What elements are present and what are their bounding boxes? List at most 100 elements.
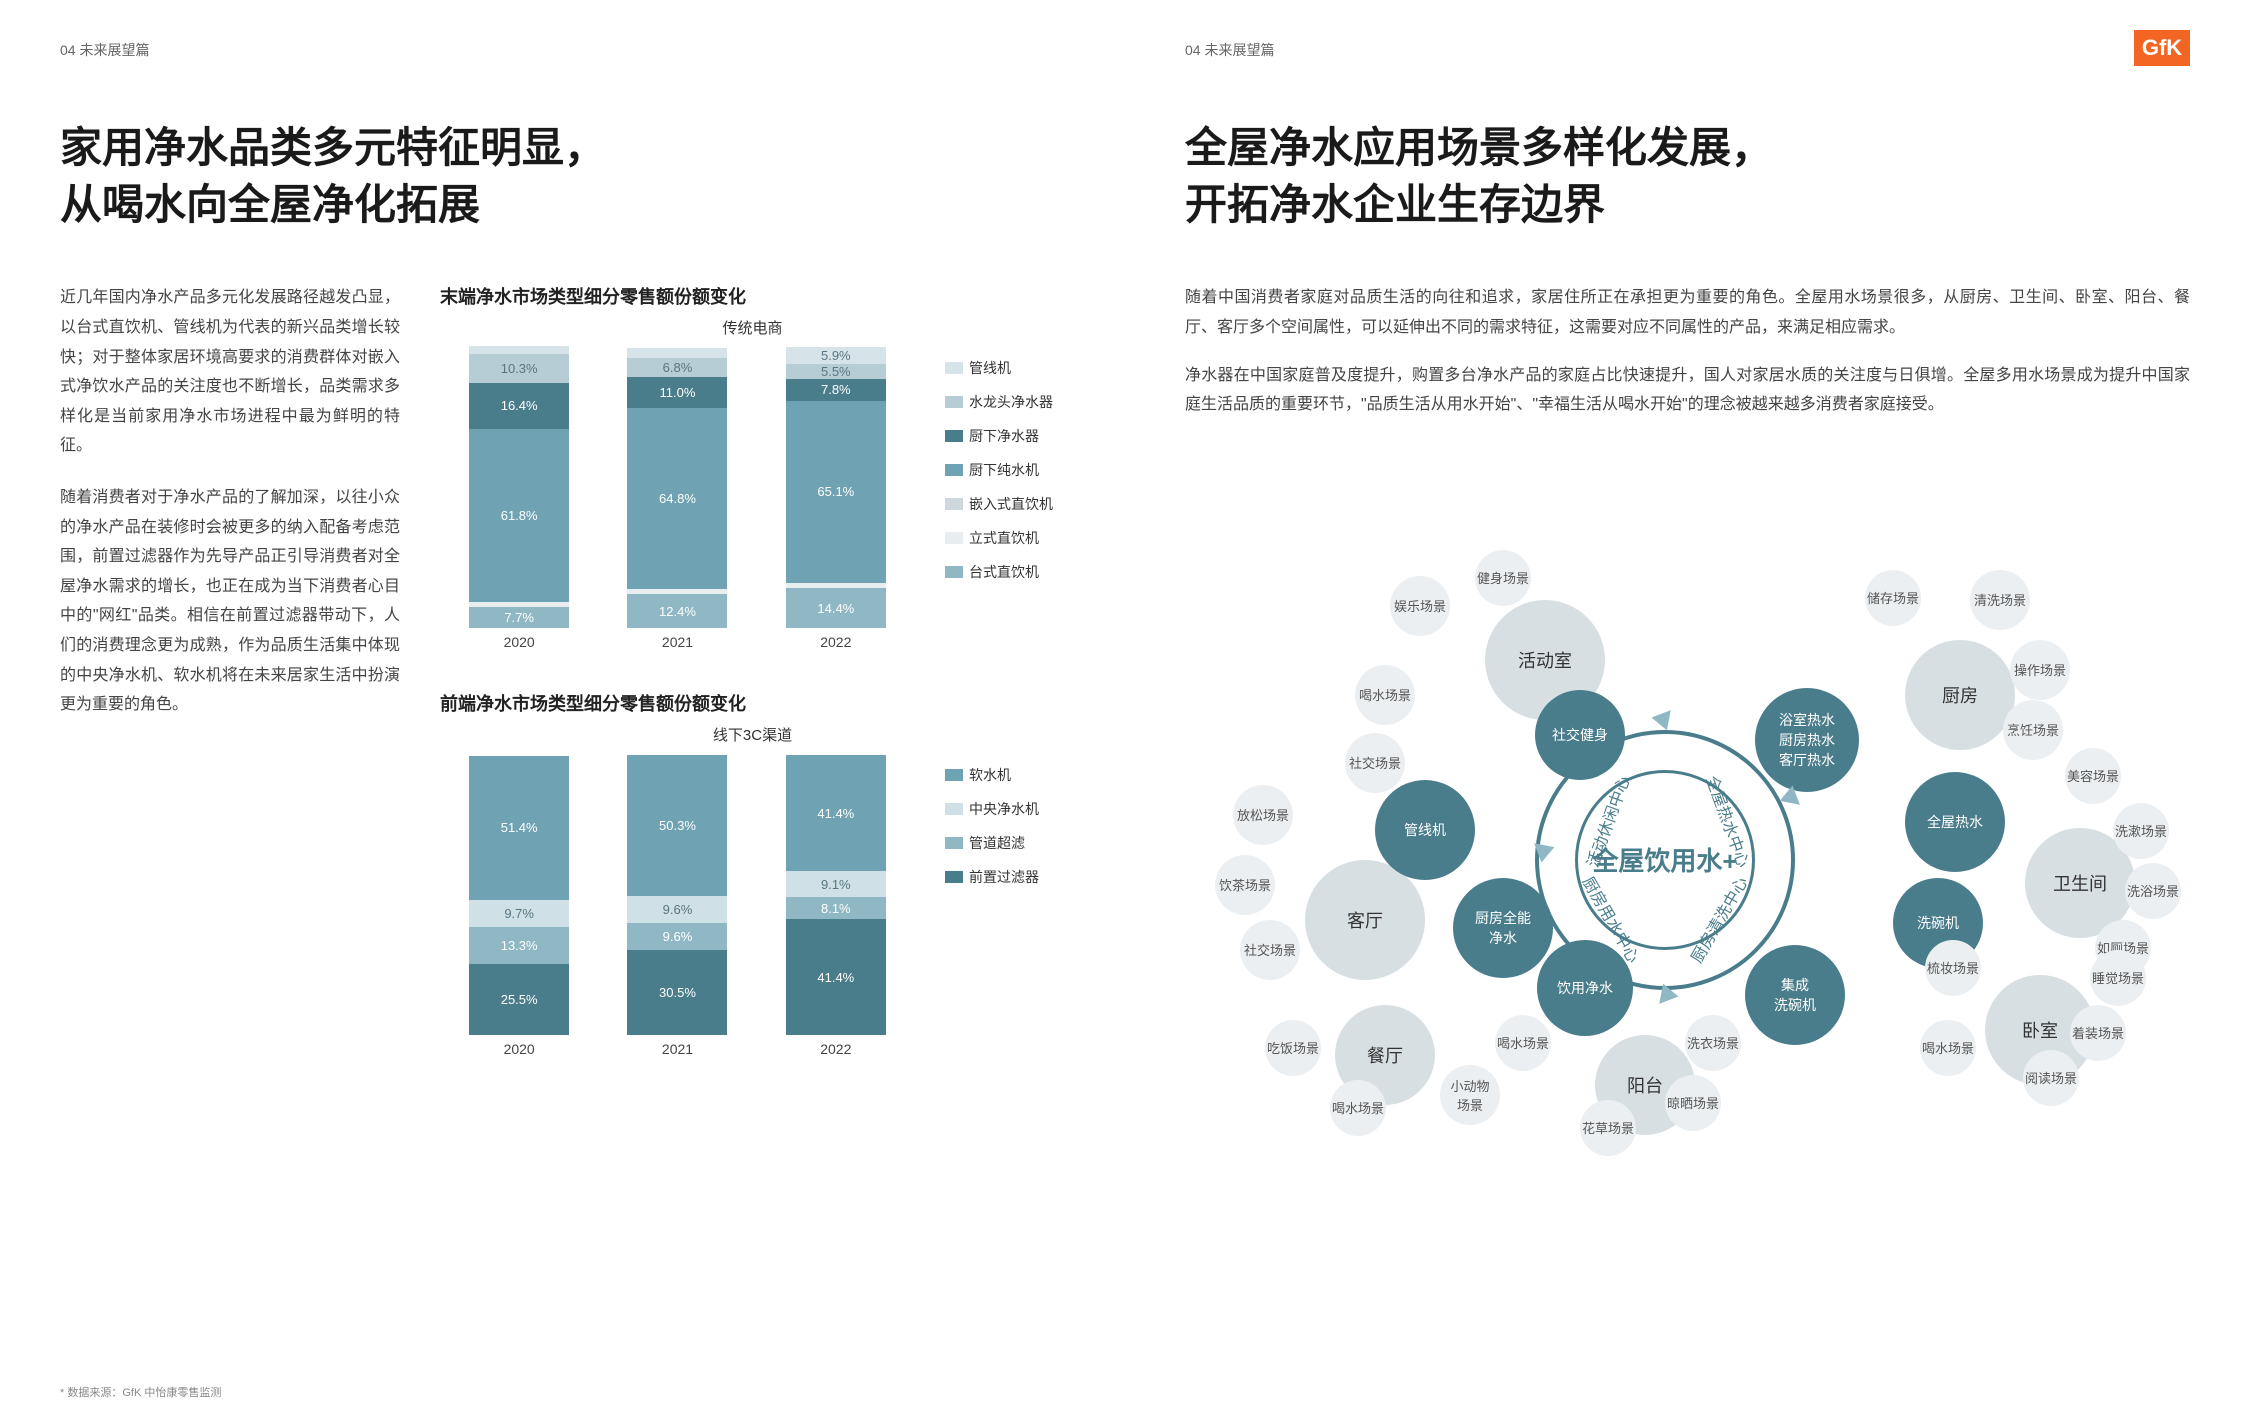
stacked-bars: 7.7%61.8%16.4%10.3%12.4%64.8%11.0%6.8%14… [440,348,915,628]
legend-label: 嵌入式直饮机 [969,494,1053,514]
legend-item: 管线机 [945,358,1065,378]
legend-item: 台式直饮机 [945,562,1065,582]
legend-label: 管线机 [969,358,1011,378]
breadcrumb: 04 未来展望篇 [1185,40,2190,60]
scene-bubble: 社交场景 [1345,733,1405,793]
bar-segment: 13.3% [469,927,569,964]
chart-legend: 管线机水龙头净水器厨下净水器厨下纯水机嵌入式直饮机立式直饮机台式直饮机 [945,348,1065,650]
scene-bubble: 烹饪场景 [2003,700,2063,760]
footnote: * 数据来源：GfK 中怡康零售监测 [60,1384,221,1400]
scene-bubble: 吃饭场景 [1265,1020,1321,1076]
chart-subtitle: 线下3C渠道 [440,724,1065,745]
bar: 7.7%61.8%16.4%10.3% [469,346,569,629]
scene-bubble: 喝水场景 [1355,665,1415,725]
bar-segment: 5.5% [786,364,886,379]
scene-bubble: 小动物 场景 [1440,1065,1500,1125]
legend-label: 软水机 [969,765,1011,785]
bar-segment: 9.1% [786,871,886,896]
body-text: 随着中国消费者家庭对品质生活的向往和追求，家居住所正在承担更为重要的角色。全屋用… [1185,283,2190,419]
bar: 14.4%65.1%7.8%5.5%5.9% [786,347,886,628]
legend-item: 前置过滤器 [945,867,1065,887]
scene-bubble: 洗衣场景 [1685,1015,1741,1071]
bar-segment: 51.4% [469,756,569,900]
body-text-column: 近几年国内净水产品多元化发展路径越发凸显，以台式直饮机、管线机为代表的新兴品类增… [60,283,400,1057]
scene-bubble: 喝水场景 [1330,1080,1386,1136]
legend-swatch [945,532,963,544]
page-left: 04 未来展望篇 家用净水品类多元特征明显， 从喝水向全屋净化拓展 近几年国内净… [0,0,1125,1418]
bar-segment: 7.8% [786,379,886,401]
two-column-layout: 近几年国内净水产品多元化发展路径越发凸显，以台式直饮机、管线机为代表的新兴品类增… [60,283,1065,1057]
scene-bubble: 阅读场景 [2023,1050,2079,1106]
legend-swatch [945,871,963,883]
bar-segment: 9.6% [627,896,727,923]
bar: 41.4%8.1%9.1%41.4% [786,755,886,1035]
bar: 30.5%9.6%9.6%50.3% [627,755,727,1035]
chart-wrap: 25.5%13.3%9.7%51.4% 30.5%9.6%9.6%50.3% 41.… [440,755,1065,1057]
function-bubble: 集成 洗碗机 [1745,945,1845,1045]
function-bubble: 厨房全能 净水 [1453,878,1553,978]
scene-bubble: 睡觉场景 [2090,950,2146,1006]
bar-segment: 64.8% [627,408,727,589]
legend-swatch [945,837,963,849]
legend-swatch [945,498,963,510]
bar-segment: 9.6% [627,923,727,950]
legend-item: 嵌入式直饮机 [945,494,1065,514]
legend-label: 水龙头净水器 [969,392,1053,412]
paragraph: 随着消费者对于净水产品的了解加深，以往小众的净水产品在装修时会被更多的纳入配备考… [60,483,400,720]
bar-segment: 7.7% [469,607,569,629]
scene-bubble: 喝水场景 [1920,1020,1976,1076]
year-label: 2022 [820,634,851,650]
stacked-bars: 25.5%13.3%9.7%51.4% 30.5%9.6%9.6%50.3% 41.… [440,755,915,1035]
legend-label: 厨下净水器 [969,426,1039,446]
chart-1: 末端净水市场类型细分零售额份额变化 传统电商 7.7%61.8%16.4%10.… [440,283,1065,650]
bar-segment: 12.4% [627,594,727,629]
center-label: 全屋饮用水+ [1592,841,1737,878]
legend-swatch [945,803,963,815]
bar-segment: 61.8% [469,429,569,602]
function-bubble: 浴室热水 厨房热水 客厅热水 [1755,688,1859,792]
function-bubble: 社交健身 [1535,690,1625,780]
chart-2: 前端净水市场类型细分零售额份额变化 线下3C渠道 25.5%13.3%9.7%5… [440,690,1065,1057]
year-label: 2022 [820,1041,851,1057]
scene-bubble: 社交场景 [1240,920,1300,980]
page-title-left: 家用净水品类多元特征明显， 从喝水向全屋净化拓展 [60,120,1065,233]
legend-swatch [945,362,963,374]
scene-bubble: 储存场景 [1865,570,1921,626]
year-label: 2020 [504,634,535,650]
legend-item: 厨下纯水机 [945,460,1065,480]
chart-title: 前端净水市场类型细分零售额份额变化 [440,690,1065,716]
room-bubble: 客厅 [1305,860,1425,980]
bar-segment: 9.7% [469,900,569,927]
legend-item: 中央净水机 [945,799,1065,819]
legend-item: 管道超滤 [945,833,1065,853]
scene-bubble: 喝水场景 [1495,1015,1551,1071]
scene-bubble: 放松场景 [1233,785,1293,845]
bar-segment: 25.5% [469,964,569,1035]
legend-item: 立式直饮机 [945,528,1065,548]
legend-swatch [945,769,963,781]
scene-bubble: 娱乐场景 [1390,576,1450,636]
scene-bubble: 操作场景 [2010,640,2070,700]
paragraph: 近几年国内净水产品多元化发展路径越发凸显，以台式直饮机、管线机为代表的新兴品类增… [60,283,400,461]
chart-area: 7.7%61.8%16.4%10.3%12.4%64.8%11.0%6.8%14… [440,348,915,650]
legend-item: 软水机 [945,765,1065,785]
chart-area: 25.5%13.3%9.7%51.4% 30.5%9.6%9.6%50.3% 41.… [440,755,915,1057]
bubble-diagram: 全屋饮用水+ 活动休闲中心 全屋热水中心 厨房清洗中心 厨房用水中心 活动室厨房… [1185,440,2185,1200]
scene-bubble: 健身场景 [1475,550,1531,606]
year-label: 2020 [504,1041,535,1057]
scene-bubble: 饮茶场景 [1215,855,1275,915]
charts-column: 末端净水市场类型细分零售额份额变化 传统电商 7.7%61.8%16.4%10.… [440,283,1065,1057]
scene-bubble: 美容场景 [2065,748,2121,804]
bar-segment: 6.8% [627,358,727,377]
scene-bubble: 洗浴场景 [2125,863,2181,919]
paragraph: 净水器在中国家庭普及度提升，购置多台净水产品的家庭占比快速提升，国人对家居水质的… [1185,361,2190,420]
bar-segment: 41.4% [786,755,886,871]
bar-segment [469,346,569,354]
chart-title: 末端净水市场类型细分零售额份额变化 [440,283,1065,309]
bar-segment: 11.0% [627,377,727,408]
legend-swatch [945,430,963,442]
scene-bubble: 晾晒场景 [1665,1075,1721,1131]
legend-label: 中央净水机 [969,799,1039,819]
year-axis: 202020212022 [440,1041,915,1057]
bar-segment [627,348,727,359]
